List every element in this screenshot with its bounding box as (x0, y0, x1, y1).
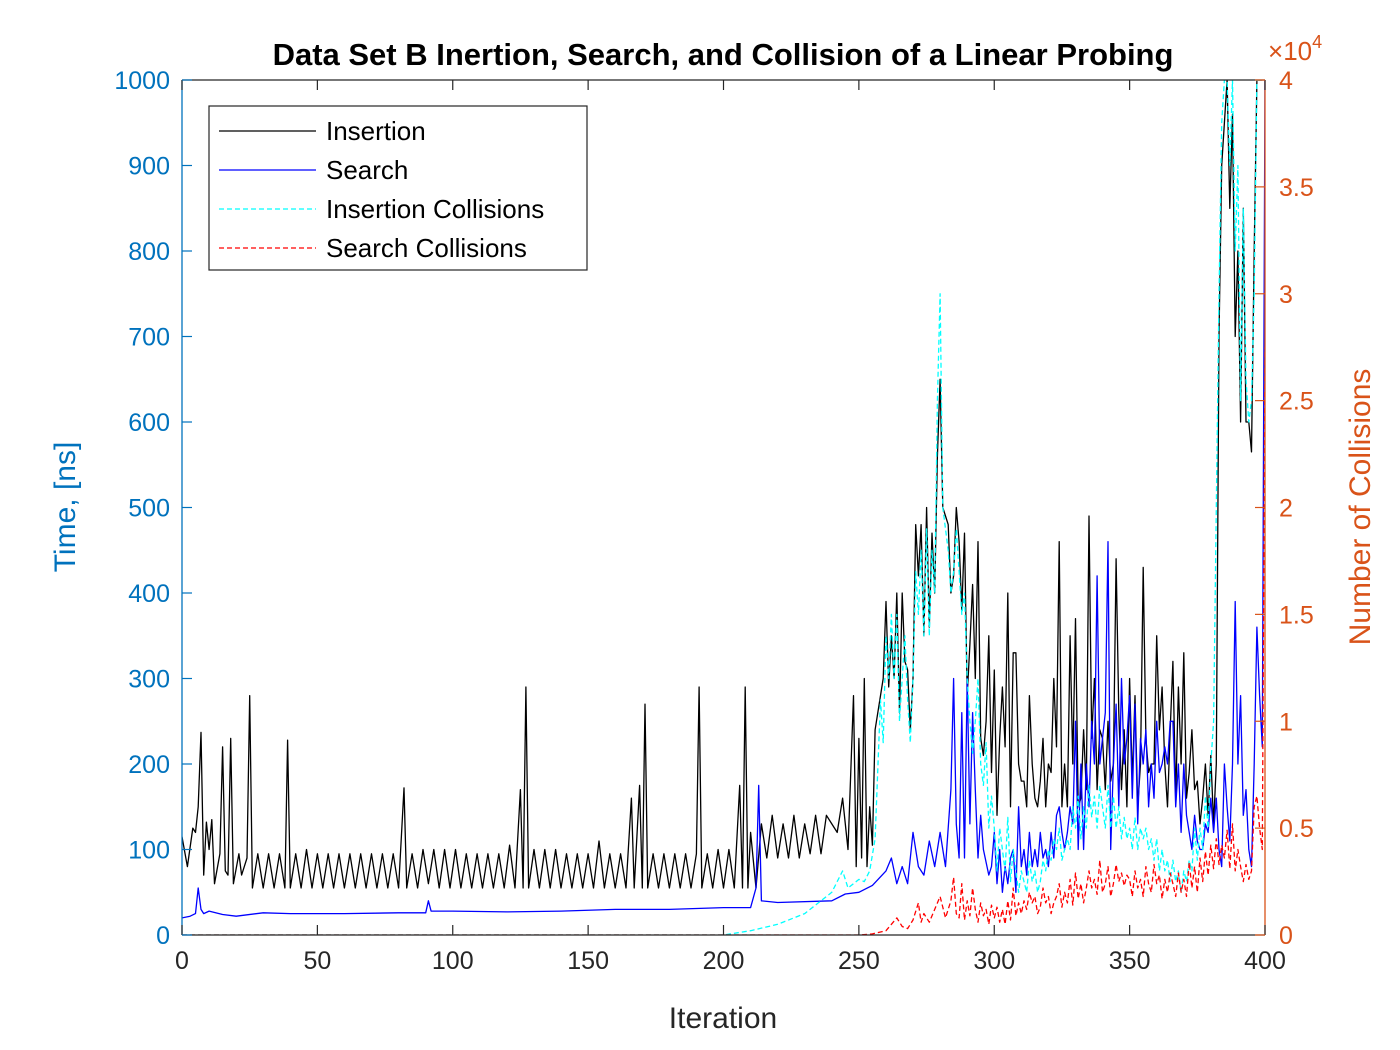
multiplier-base: 10 (1283, 36, 1312, 66)
y-left-tick-label: 400 (128, 580, 170, 608)
y-left-tick-label: 300 (128, 666, 170, 694)
x-axis-label: Iteration (669, 1002, 777, 1035)
right-axis-multiplier: ×104 (1268, 32, 1322, 66)
y-right-tick-label: 2.5 (1279, 388, 1314, 416)
legend-entry-label: Search Collisions (326, 233, 527, 263)
y-right-tick-label: 3.5 (1279, 174, 1314, 202)
series-line-search (182, 80, 1265, 919)
y-right-tick-label: 4 (1279, 67, 1293, 95)
legend: Insertion Search Insertion Collisions Searc… (208, 105, 588, 271)
x-tick-label: 300 (973, 947, 1015, 975)
x-tick-label: 200 (703, 947, 745, 975)
multiplier-times-sign: × (1268, 36, 1283, 66)
multiplier-exponent: 4 (1312, 32, 1322, 52)
y-left-tick-label: 700 (128, 324, 170, 352)
y-left-tick-label: 0 (156, 922, 170, 950)
legend-box (208, 105, 588, 271)
axes: 0 50 100 150 200 250 300 350 4000100200300400500… (114, 67, 1313, 975)
x-tick-label: 250 (838, 947, 880, 975)
y-left-tick-label: 600 (128, 409, 170, 437)
chart-title: Data Set B Inertion, Search, and Collisi… (273, 37, 1174, 72)
series-line-insertion-collisions (182, 80, 1263, 935)
y-left-tick-label: 100 (128, 837, 170, 865)
series-lines (182, 80, 1265, 935)
x-tick-label: 0 (175, 947, 189, 975)
y-right-tick-label: 0 (1279, 922, 1293, 950)
y-axis-left-label: Time, [ns] (49, 442, 82, 573)
y-left-tick-label: 900 (128, 153, 170, 181)
x-tick-label: 100 (432, 947, 474, 975)
y-axis-right-label: Number of Collisions (1344, 369, 1377, 646)
x-tick-label: 50 (303, 947, 331, 975)
y-right-tick-label: 3 (1279, 281, 1293, 309)
x-tick-label: 150 (567, 947, 609, 975)
y-right-tick-label: 0.5 (1279, 815, 1314, 843)
y-right-tick-label: 2 (1279, 495, 1293, 523)
x-tick-label: 400 (1244, 947, 1286, 975)
y-right-tick-label: 1.5 (1279, 601, 1314, 629)
legend-entry-label: Insertion (326, 116, 426, 146)
y-right-tick-label: 1 (1279, 708, 1293, 736)
y-left-tick-label: 800 (128, 238, 170, 266)
series-line-search-collisions (182, 347, 1265, 935)
legend-entry-label: Search (326, 155, 408, 185)
y-left-tick-label: 200 (128, 751, 170, 779)
legend-entry-label: Insertion Collisions (326, 194, 544, 224)
y-left-tick-label: 500 (128, 495, 170, 523)
y-left-tick-label: 1000 (114, 67, 170, 95)
x-tick-label: 350 (1109, 947, 1151, 975)
